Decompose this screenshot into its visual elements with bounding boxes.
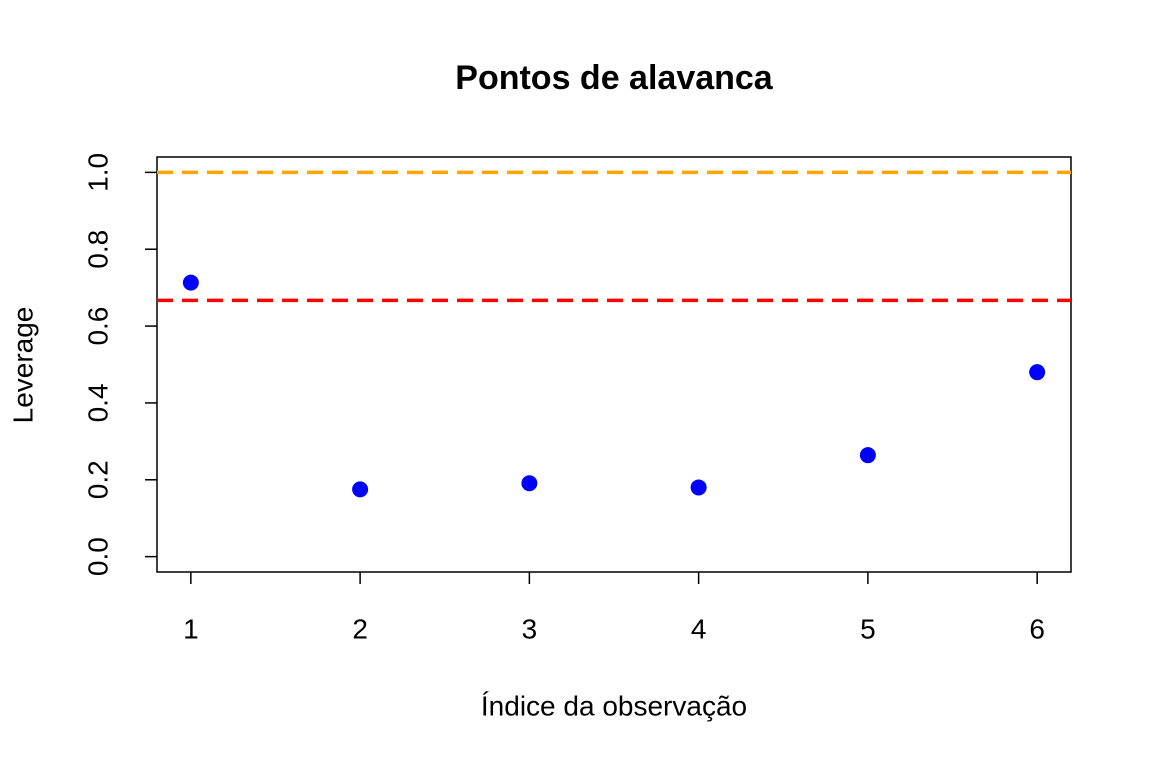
y-tick-label: 0.2 (82, 460, 113, 499)
point (182, 274, 199, 291)
x-tick-label: 2 (352, 613, 368, 644)
x-tick-label: 1 (183, 613, 199, 644)
y-tick-label: 0.0 (82, 537, 113, 576)
point (521, 475, 538, 492)
plot-frame (156, 156, 1072, 573)
y-axis-label: Leverage (7, 307, 38, 424)
x-tick-label: 6 (1029, 613, 1045, 644)
y-tick-label: 0.8 (82, 230, 113, 269)
x-axis-label: Índice da observação (481, 690, 747, 721)
y-tick-label: 0.6 (82, 307, 113, 346)
chart-title: Pontos de alavanca (455, 59, 774, 97)
x-tick-label: 5 (860, 613, 876, 644)
point (1029, 364, 1046, 381)
x-tick-label: 3 (522, 613, 538, 644)
point (690, 479, 707, 496)
y-tick-label: 1.0 (82, 153, 113, 192)
point (352, 481, 369, 498)
point (859, 447, 876, 464)
y-tick-label: 0.4 (82, 383, 113, 422)
x-tick-label: 4 (691, 613, 707, 644)
